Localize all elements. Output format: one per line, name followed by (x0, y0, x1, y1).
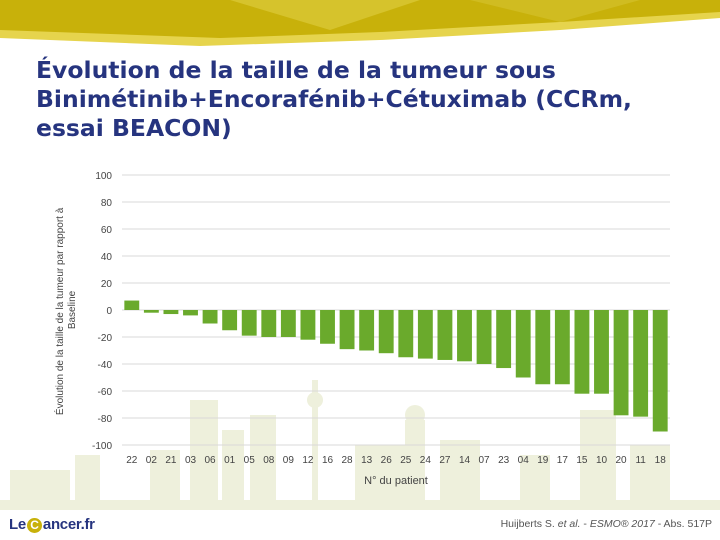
y-tick-label: -20 (98, 333, 113, 344)
x-tick-label: 07 (479, 455, 491, 466)
y-axis-label: Évolution de la taille de la tumeur par … (53, 205, 78, 415)
bar (574, 310, 590, 394)
y-tick-label: 20 (101, 279, 113, 290)
bar (594, 310, 609, 394)
bar (241, 310, 257, 336)
bar (280, 310, 296, 337)
x-tick-label: 01 (224, 455, 236, 466)
bar (496, 310, 512, 369)
y-tick-label: -60 (98, 387, 113, 398)
top-banner (0, 0, 720, 46)
x-tick-label: 08 (263, 455, 275, 466)
y-tick-label: -100 (92, 441, 112, 452)
bar (398, 310, 414, 358)
x-tick-label: 25 (400, 455, 412, 466)
x-tick-label: 11 (635, 455, 646, 466)
y-axis-label-line-1: Évolution de la taille de la tumeur par … (53, 207, 66, 415)
x-tick-label: 17 (557, 455, 569, 466)
y-axis-label-line-2: Baseline (67, 290, 78, 329)
x-axis-label: N° du patient (364, 475, 428, 487)
bar (613, 310, 629, 416)
y-tick-label: 100 (95, 171, 112, 182)
x-tick-label: 18 (655, 455, 667, 466)
citation: Huijberts S. et al. - ESMO® 2017 - Abs. … (501, 518, 712, 530)
x-tick-label: 21 (165, 455, 177, 466)
x-tick-label: 09 (283, 455, 295, 466)
x-tick-label: 20 (616, 455, 628, 466)
citation-rest: - Abs. 517P (654, 518, 712, 530)
bar (476, 310, 492, 364)
bar (515, 310, 531, 378)
bar (261, 310, 277, 337)
x-tick-label: 03 (185, 455, 197, 466)
bar (163, 310, 179, 315)
x-tick-label: 05 (244, 455, 256, 466)
logo-c-mark: C (26, 518, 42, 533)
bar (437, 310, 453, 360)
bars (124, 300, 668, 432)
bar (320, 310, 335, 344)
slide-title: Évolution de la taille de la tumeur sous… (36, 56, 632, 142)
bar (339, 310, 355, 350)
bar (652, 310, 668, 432)
x-tick-label: 12 (302, 455, 314, 466)
citation-sep: - (580, 518, 590, 530)
bar (633, 310, 649, 417)
x-tick-label: 27 (439, 455, 451, 466)
x-tick-labels: 22 02 21 03 06 01 05 08 09 12 16 28 13 26 25 24 27 14 07 23… (126, 455, 666, 466)
logo-suffix: ancer.fr (42, 516, 95, 533)
x-tick-label: 06 (205, 455, 217, 466)
x-tick-label: 26 (381, 455, 393, 466)
citation-authors: Huijberts S. (500, 518, 558, 530)
bar (202, 310, 218, 324)
citation-journal: ESMO® 2017 (589, 518, 655, 530)
bar (359, 310, 375, 351)
x-tick-label: 23 (498, 455, 510, 466)
x-tick-label: 28 (342, 455, 354, 466)
citation-etal: et al. (557, 518, 581, 530)
x-tick-label: 15 (576, 455, 588, 466)
bar (124, 300, 140, 310)
y-tick-label: 60 (101, 225, 113, 236)
x-tick-label: 19 (537, 455, 549, 466)
logo-prefix: Le (9, 516, 26, 533)
x-tick-label: 13 (361, 455, 373, 466)
x-tick-label: 24 (420, 455, 432, 466)
x-tick-label: 02 (146, 455, 158, 466)
bar (300, 310, 316, 340)
x-tick-label: 10 (596, 455, 608, 466)
y-tick-label: 40 (101, 252, 113, 263)
bar (535, 310, 551, 385)
y-tick-labels: 100 80 60 40 20 0 -20 -40 -60 -80 -100 (92, 171, 112, 452)
y-tick-label: 0 (106, 306, 112, 317)
bar (183, 310, 198, 316)
bar (222, 310, 238, 331)
bar (378, 310, 394, 354)
y-tick-label: 80 (101, 198, 113, 209)
x-tick-label: 04 (518, 455, 530, 466)
x-tick-label: 22 (126, 455, 138, 466)
y-tick-label: -80 (98, 414, 113, 425)
bar (143, 310, 159, 313)
bar (457, 310, 472, 362)
y-tick-label: -40 (98, 360, 113, 371)
x-tick-label: 14 (459, 455, 471, 466)
bar (554, 310, 570, 385)
x-tick-label: 16 (322, 455, 334, 466)
bar (417, 310, 433, 359)
